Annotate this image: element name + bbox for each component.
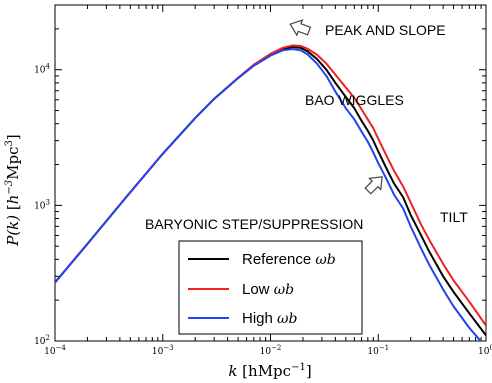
legend-sub-low: ωb [274,282,294,298]
svg-text:Low ωb: Low ωb [242,281,294,298]
series-line-high [55,48,482,341]
x-tick-label: 10−1 [367,344,389,357]
legend: Reference ωb Low ωb High ωb [178,240,363,335]
y-tick-label: 103 [34,198,50,211]
legend-entry-low: Low ωb [188,281,294,298]
legend-sub-reference: ωb [315,252,335,268]
svg-text:High ωb: High ωb [242,310,297,327]
x-tick-label: 10−3 [152,344,174,357]
legend-entry-high: High ωb [188,310,297,327]
legend-label-high: High [242,310,273,327]
x-tick-label: 10−4 [44,344,66,357]
y-axis-ticks: 102 103 104 [34,4,486,347]
annotation-baryonic-step: BARYONIC STEP/SUPPRESSION [145,216,363,232]
svg-text:Reference ωb: Reference ωb [242,251,336,268]
x-tick-label: 10−2 [260,344,282,357]
annotation-tilt: TILT [440,209,468,225]
x-tick-label: 100 [478,344,492,357]
legend-sub-high: ωb [277,311,297,327]
y-axis-label: P(k) [h−3Mpc3] [4,134,22,247]
baryonic-arrow-icon [364,176,383,195]
y-tick-label: 102 [34,334,50,347]
y-tick-label: 104 [34,63,50,76]
series-layer [55,44,486,341]
legend-entry-reference: Reference ωb [188,251,336,268]
peak-arrow-icon [289,19,312,37]
annotation-peak-and-slope: PEAK AND SLOPE [325,22,446,38]
x-axis-label: k [hMpc−1] [228,362,311,380]
legend-label-reference: Reference [242,251,311,268]
legend-label-low: Low [242,281,270,298]
x-axis-ticks: 10−4 10−3 10−2 10−1 100 [44,5,492,357]
annotation-bao-wiggles: BAO WIGGLES [305,92,404,108]
